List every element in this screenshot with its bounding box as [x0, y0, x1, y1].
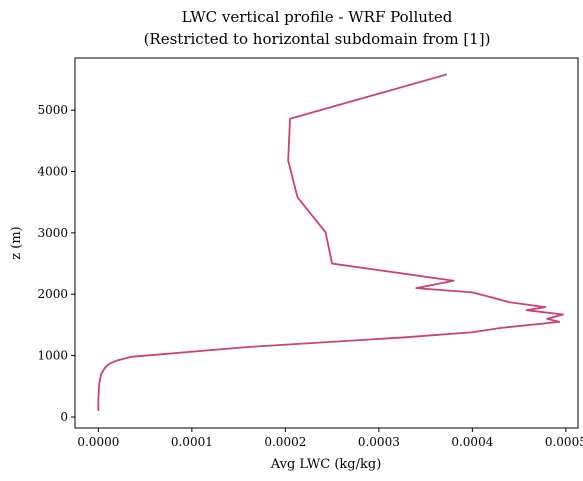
y-axis-label: z (m)	[9, 226, 24, 259]
axes-frame	[75, 58, 578, 428]
x-axis: 0.0000 0.0001 0.0002 0.0003 0.0004 0.0005	[77, 428, 583, 449]
chart-title: LWC vertical profile - WRF Polluted	[182, 8, 453, 26]
y-tick-label: 3000	[37, 226, 68, 240]
y-axis: 0 1000 2000 3000 4000 5000	[37, 103, 75, 424]
x-tick-label: 0.0000	[77, 435, 119, 449]
x-tick-label: 0.0002	[264, 435, 306, 449]
y-tick-label: 4000	[37, 165, 68, 179]
plot-area	[98, 75, 563, 411]
chart-subtitle: (Restricted to horizontal subdomain from…	[144, 30, 491, 48]
y-tick-label: 1000	[37, 349, 68, 363]
y-tick-label: 0	[60, 410, 68, 424]
y-tick-label: 2000	[37, 287, 68, 301]
series-line	[98, 75, 563, 411]
x-tick-label: 0.0004	[451, 435, 493, 449]
x-tick-label: 0.0003	[358, 435, 400, 449]
x-tick-label: 0.0001	[171, 435, 213, 449]
x-axis-label: Avg LWC (kg/kg)	[270, 457, 382, 472]
y-tick-label: 5000	[37, 103, 68, 117]
x-tick-label: 0.0005	[545, 435, 583, 449]
